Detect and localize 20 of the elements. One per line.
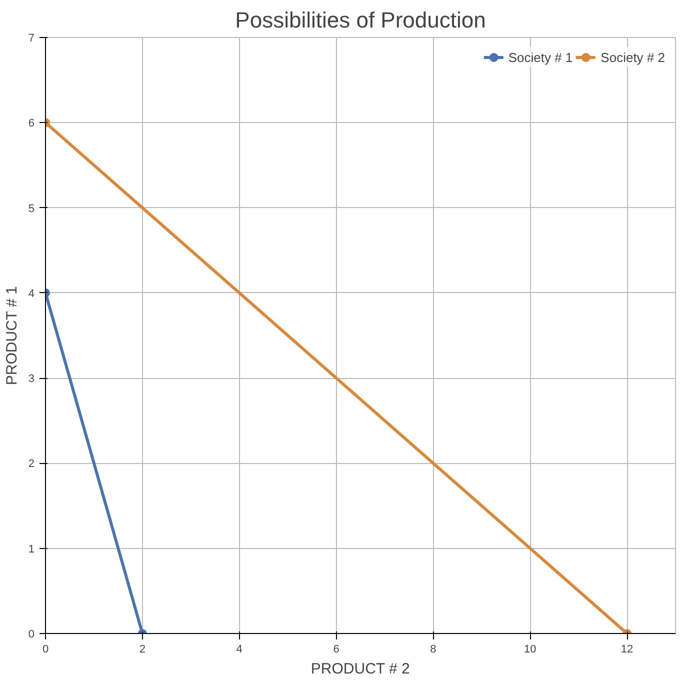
y-tick-label: 5	[28, 202, 35, 215]
x-tick-label: 10	[524, 644, 536, 656]
x-tick-label: 4	[236, 644, 242, 656]
x-tick-label: 0	[42, 644, 49, 656]
y-tick-label: 4	[28, 288, 35, 300]
x-tick-label: 8	[430, 644, 436, 656]
y-tick-label: 2	[28, 458, 35, 470]
x-tick-label: 6	[333, 644, 340, 656]
y-axis-title: PRODUCT # 1	[3, 286, 20, 386]
y-tick-label: 6	[28, 118, 35, 130]
y-tick-label: 0	[28, 628, 35, 640]
y-tick-label: 1	[28, 543, 35, 556]
x-tick-label: 2	[139, 644, 146, 656]
legend-label: Society # 2	[600, 50, 665, 64]
legend-label: Society # 1	[508, 50, 573, 64]
x-axis-title: PRODUCT # 2	[310, 660, 410, 678]
y-tick-label: 3	[28, 373, 35, 386]
y-tick-label: 7	[28, 32, 35, 44]
x-tick-label: 12	[620, 644, 634, 656]
chart-title: Possibilities of Production	[235, 8, 486, 32]
